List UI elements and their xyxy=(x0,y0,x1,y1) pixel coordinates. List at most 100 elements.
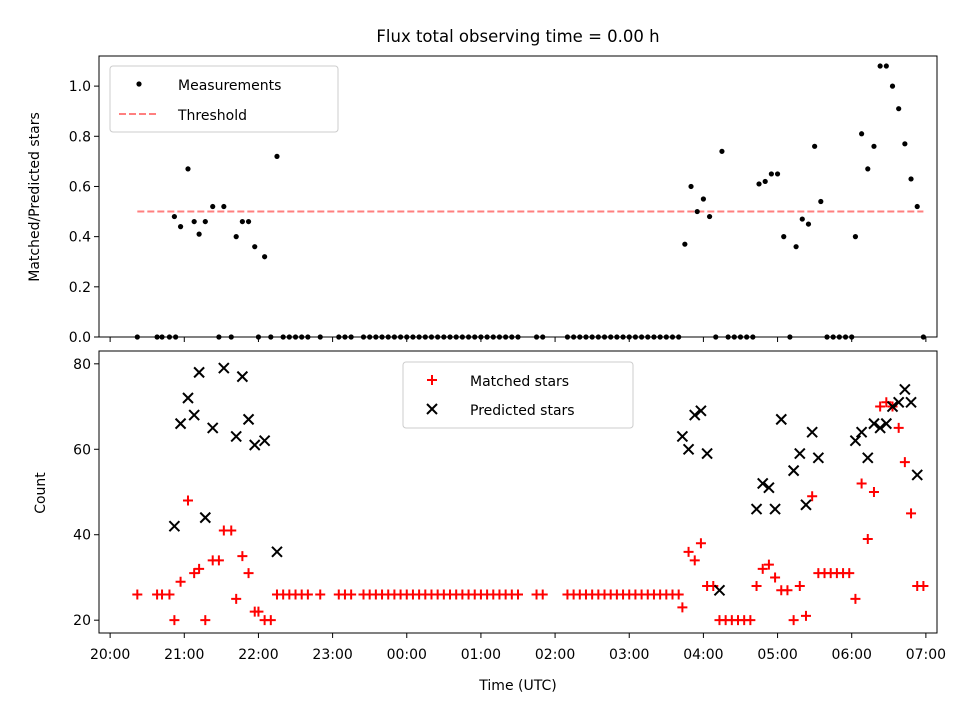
matched-star-point xyxy=(751,581,762,591)
matched-star-point xyxy=(253,606,264,617)
matched-star-point xyxy=(265,615,276,626)
predicted-star-point xyxy=(713,584,726,596)
matched-star-point xyxy=(346,589,357,600)
measurement-point xyxy=(694,208,700,215)
predicted-star-point xyxy=(193,366,205,379)
measurement-point xyxy=(902,141,908,147)
measurement-point xyxy=(781,234,787,240)
measurement-point xyxy=(274,153,280,159)
measurement-point xyxy=(252,244,258,250)
bottom-y-tick-label: 80 xyxy=(73,357,91,373)
matched-star-point xyxy=(182,495,193,506)
top-y-tick-label: 0.6 xyxy=(69,179,91,195)
measurement-point xyxy=(700,196,706,202)
matched-star-point xyxy=(200,615,211,626)
bottom-panel: 20 40 60 80 20:00 21:00 22:00 23:00 00:00 01:00 0… xyxy=(33,350,946,694)
predicted-star-point xyxy=(763,482,775,494)
bottom-legend: Matched stars Predicted stars xyxy=(402,361,634,429)
measurement-point xyxy=(245,218,252,225)
top-y-tick-label: 0.0 xyxy=(69,330,91,346)
predicted-star-point xyxy=(775,413,787,426)
bottom-y-tick-label: 60 xyxy=(73,442,91,458)
measurement-point xyxy=(896,106,902,112)
measurement-point xyxy=(262,254,268,260)
matched-star-point xyxy=(537,589,548,600)
measurement-point xyxy=(889,83,896,89)
matched-star-point xyxy=(918,581,929,591)
predicted-star-point xyxy=(682,443,695,455)
measurement-point xyxy=(871,143,877,149)
top-y-tick-label: 0.4 xyxy=(69,230,91,246)
measurement-point xyxy=(185,166,191,172)
figure-title: Flux total observing time = 0.00 h xyxy=(376,27,659,46)
predicted-star-point xyxy=(806,426,818,438)
top-y-axis: 0.0 0.2 0.4 0.6 0.8 1.0 xyxy=(69,79,99,346)
matched-star-point xyxy=(315,589,326,600)
matched-star-point xyxy=(677,602,688,613)
bottom-y-tick-label: 40 xyxy=(73,528,91,544)
bottom-x-tick-label: 05:00 xyxy=(757,647,797,663)
predicted-star-point xyxy=(911,469,923,481)
predicted-star-point xyxy=(855,426,868,438)
measurement-point xyxy=(756,181,762,187)
measurement-point xyxy=(221,203,227,210)
measurement-point xyxy=(719,148,725,154)
matched-star-point xyxy=(850,593,861,604)
measurement-point xyxy=(171,213,177,220)
legend-threshold-label: Threshold xyxy=(177,108,247,124)
matched-star-point xyxy=(770,572,781,583)
measurement-point xyxy=(799,216,805,222)
predicted-star-point xyxy=(249,439,261,451)
predicted-star-point xyxy=(812,452,825,464)
top-panel: 0.0 0.2 0.4 0.6 0.8 1.0 Matched/Predicted sta… xyxy=(27,55,938,346)
matched-star-point xyxy=(695,538,706,549)
matched-star-point xyxy=(175,576,186,587)
bottom-x-tick-label: 06:00 xyxy=(832,647,872,663)
top-y-tick-label: 0.2 xyxy=(69,280,91,296)
matched-star-point xyxy=(856,478,867,489)
matched-star-point xyxy=(745,615,756,626)
predicted-star-point xyxy=(862,452,874,464)
matched-star-point xyxy=(862,534,873,544)
legend-predicted-label: Predicted stars xyxy=(470,403,575,419)
predicted-star-point xyxy=(880,417,893,430)
predicted-star-point xyxy=(168,520,181,532)
top-x-axis xyxy=(109,337,927,342)
predicted-star-point xyxy=(800,499,812,511)
bottom-x-tick-label: 20:00 xyxy=(90,647,130,663)
matched-star-point xyxy=(226,525,237,536)
bottom-x-tick-label: 21:00 xyxy=(164,647,204,663)
bottom-y-axis-label: Count xyxy=(33,472,49,514)
matched-star-point xyxy=(302,589,313,600)
top-legend: Measurements Threshold xyxy=(109,65,339,133)
legend-measurements-label: Measurements xyxy=(178,78,281,94)
matched-star-point xyxy=(794,581,805,591)
matched-star-point xyxy=(763,559,774,570)
predicted-star-point xyxy=(701,447,713,460)
matched-star-point xyxy=(673,589,684,600)
top-y-tick-label: 0.8 xyxy=(69,129,91,145)
matched-star-point xyxy=(881,397,892,408)
measurement-point xyxy=(883,63,889,69)
measurement-point xyxy=(774,171,781,177)
bottom-x-tick-label: 01:00 xyxy=(461,647,501,663)
measurement-point xyxy=(818,198,824,205)
measurement-point xyxy=(762,178,768,185)
predicted-star-point xyxy=(868,417,880,430)
predicted-star-point xyxy=(218,362,230,374)
measurement-point xyxy=(239,218,245,225)
x-axis-label: Time (UTC) xyxy=(478,678,556,694)
bottom-x-tick-label: 02:00 xyxy=(535,647,575,663)
legend-matched-label: Matched stars xyxy=(470,374,569,390)
predicted-star-point xyxy=(695,405,707,417)
predicted-star-point xyxy=(188,409,200,421)
matched-star-point xyxy=(788,615,799,626)
top-legend-frame xyxy=(109,65,339,133)
matched-star-point xyxy=(899,457,910,468)
matched-star-point xyxy=(164,589,175,600)
bottom-plot-area xyxy=(132,362,929,626)
measurement-point xyxy=(812,143,818,149)
measurement-point xyxy=(852,234,859,240)
predicted-star-point xyxy=(236,370,249,383)
